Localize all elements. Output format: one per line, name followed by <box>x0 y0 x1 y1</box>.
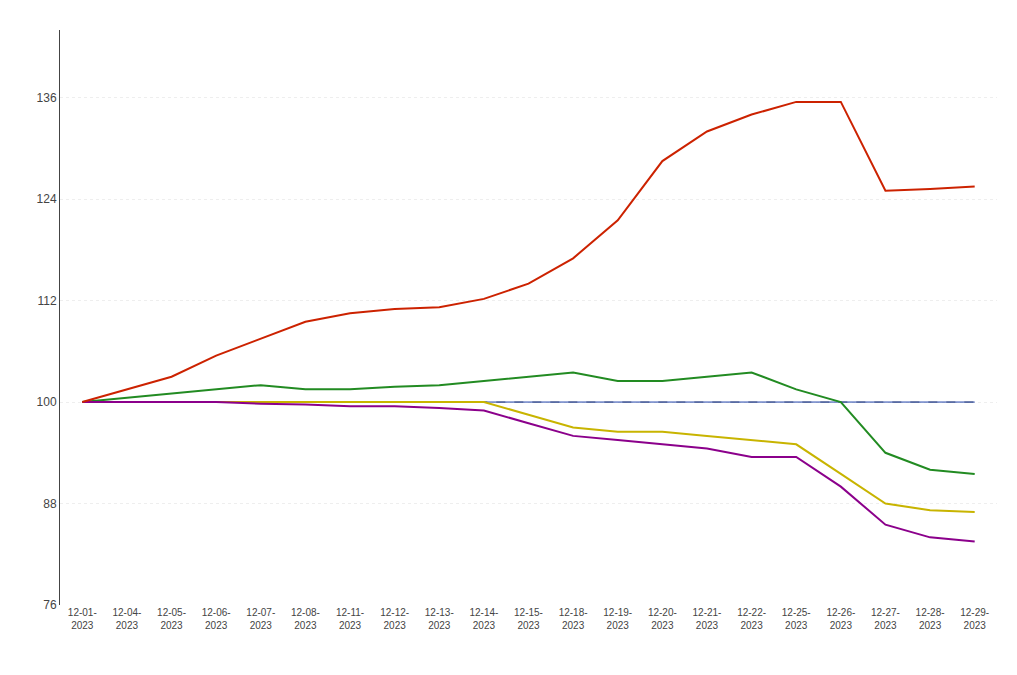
svg-text:12-07-2023: 12-07-2023 <box>246 607 275 631</box>
svg-text:12-26-2023: 12-26-2023 <box>826 607 855 631</box>
svg-text:12-18-2023: 12-18-2023 <box>559 607 588 631</box>
svg-text:136: 136 <box>37 91 57 105</box>
svg-text:12-01-2023: 12-01-2023 <box>68 607 97 631</box>
svg-text:76: 76 <box>43 598 57 612</box>
svg-text:12-21-2023: 12-21-2023 <box>693 607 722 631</box>
svg-text:12-12-2023: 12-12-2023 <box>380 607 409 631</box>
svg-text:12-08-2023: 12-08-2023 <box>291 607 320 631</box>
svg-text:12-13-2023: 12-13-2023 <box>425 607 454 631</box>
svg-text:12-22-2023: 12-22-2023 <box>737 607 766 631</box>
svg-text:12-05-2023: 12-05-2023 <box>157 607 186 631</box>
svg-text:12-04-2023: 12-04-2023 <box>112 607 141 631</box>
svg-text:124: 124 <box>37 192 57 206</box>
svg-text:12-25-2023: 12-25-2023 <box>782 607 811 631</box>
svg-text:12-06-2023: 12-06-2023 <box>202 607 231 631</box>
svg-text:112: 112 <box>37 294 56 308</box>
svg-text:12-27-2023: 12-27-2023 <box>871 607 900 631</box>
svg-text:12-14-2023: 12-14-2023 <box>469 607 498 631</box>
svg-text:100: 100 <box>37 395 57 409</box>
svg-text:88: 88 <box>43 497 57 511</box>
svg-text:12-11-2023: 12-11-2023 <box>336 607 364 631</box>
svg-text:12-19-2023: 12-19-2023 <box>603 607 632 631</box>
svg-text:12-29-2023: 12-29-2023 <box>960 607 989 631</box>
svg-text:12-20-2023: 12-20-2023 <box>648 607 677 631</box>
svg-text:12-15-2023: 12-15-2023 <box>514 607 543 631</box>
svg-text:12-28-2023: 12-28-2023 <box>916 607 945 631</box>
